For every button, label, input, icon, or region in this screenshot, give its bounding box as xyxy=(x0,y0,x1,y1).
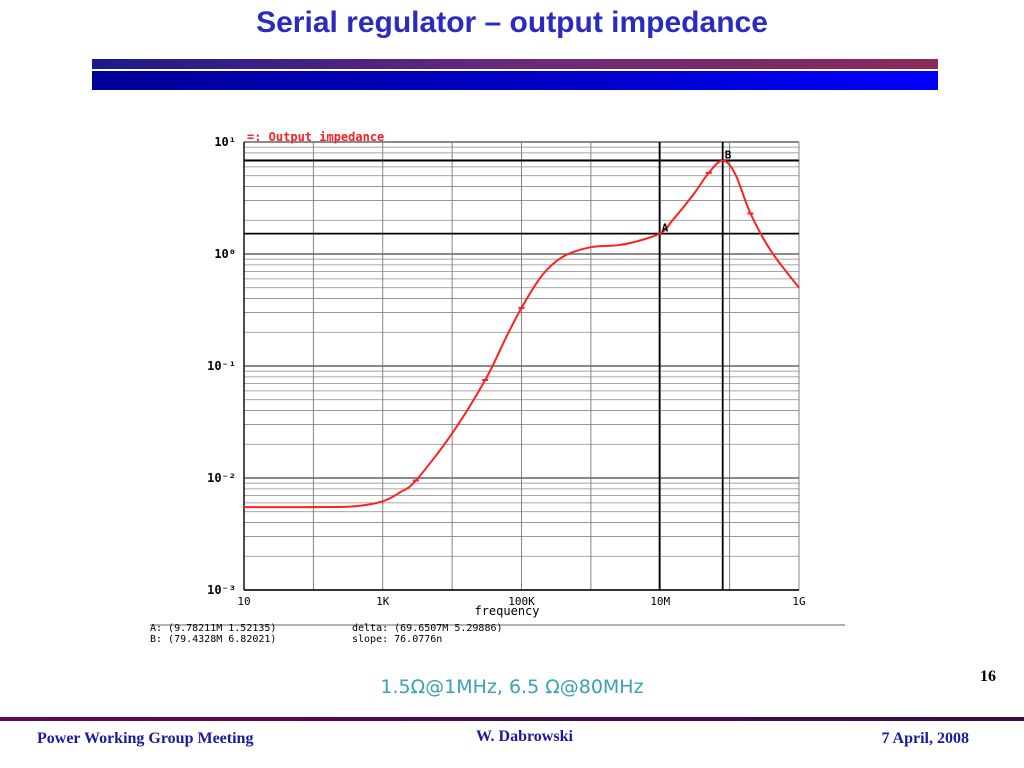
y-tick-label: 10⁻³ xyxy=(207,583,236,597)
series-line xyxy=(243,159,800,509)
readout-b: B: (79.4328M 6.82021) xyxy=(150,634,276,645)
x-axis-label: frequency xyxy=(474,604,539,618)
x-tick-label: 1G xyxy=(792,595,805,608)
plot-caption: 1.5Ω@1MHz, 6.5 Ω@80MHz xyxy=(380,676,644,698)
readout-slope: slope: 76.0776n xyxy=(352,634,442,645)
y-tick-label: 10¹ xyxy=(214,135,236,149)
x-tick-label: 10M xyxy=(650,595,670,608)
footer-author: W. Dabrowski xyxy=(476,728,573,745)
marker-a-label: A xyxy=(662,222,669,235)
y-tick-label: 10⁰ xyxy=(214,247,236,261)
x-tick-label: 100K xyxy=(508,595,535,608)
x-tick-label: 1K xyxy=(376,595,390,608)
page-number: 16 xyxy=(980,668,996,685)
y-tick-label: 10⁻² xyxy=(207,471,236,485)
footer-date: 7 April, 2008 xyxy=(881,730,969,747)
marker-b-label: B xyxy=(725,149,732,162)
footer-divider xyxy=(0,717,1024,721)
footer-meeting-name: Power Working Group Meeting xyxy=(37,730,254,747)
y-tick-label: 10⁻¹ xyxy=(207,359,236,373)
readout-a: A: (9.78211M 1.52135) xyxy=(150,623,276,634)
title-underline-bar xyxy=(92,71,938,90)
title-underline-band xyxy=(92,59,938,69)
slide-title: Serial regulator – output impedance xyxy=(256,6,768,39)
x-tick-label: 10 xyxy=(237,595,250,608)
readout-delta: delta: (69.6507M 5.29886) xyxy=(352,623,503,634)
legend-label: =: Output impedance xyxy=(247,130,384,144)
output-impedance-plot: A B 10 1K 100K 10M 1G 10¹ 10⁰ 10⁻¹ 10⁻² 10⁻³ =: Ou… xyxy=(150,120,850,650)
